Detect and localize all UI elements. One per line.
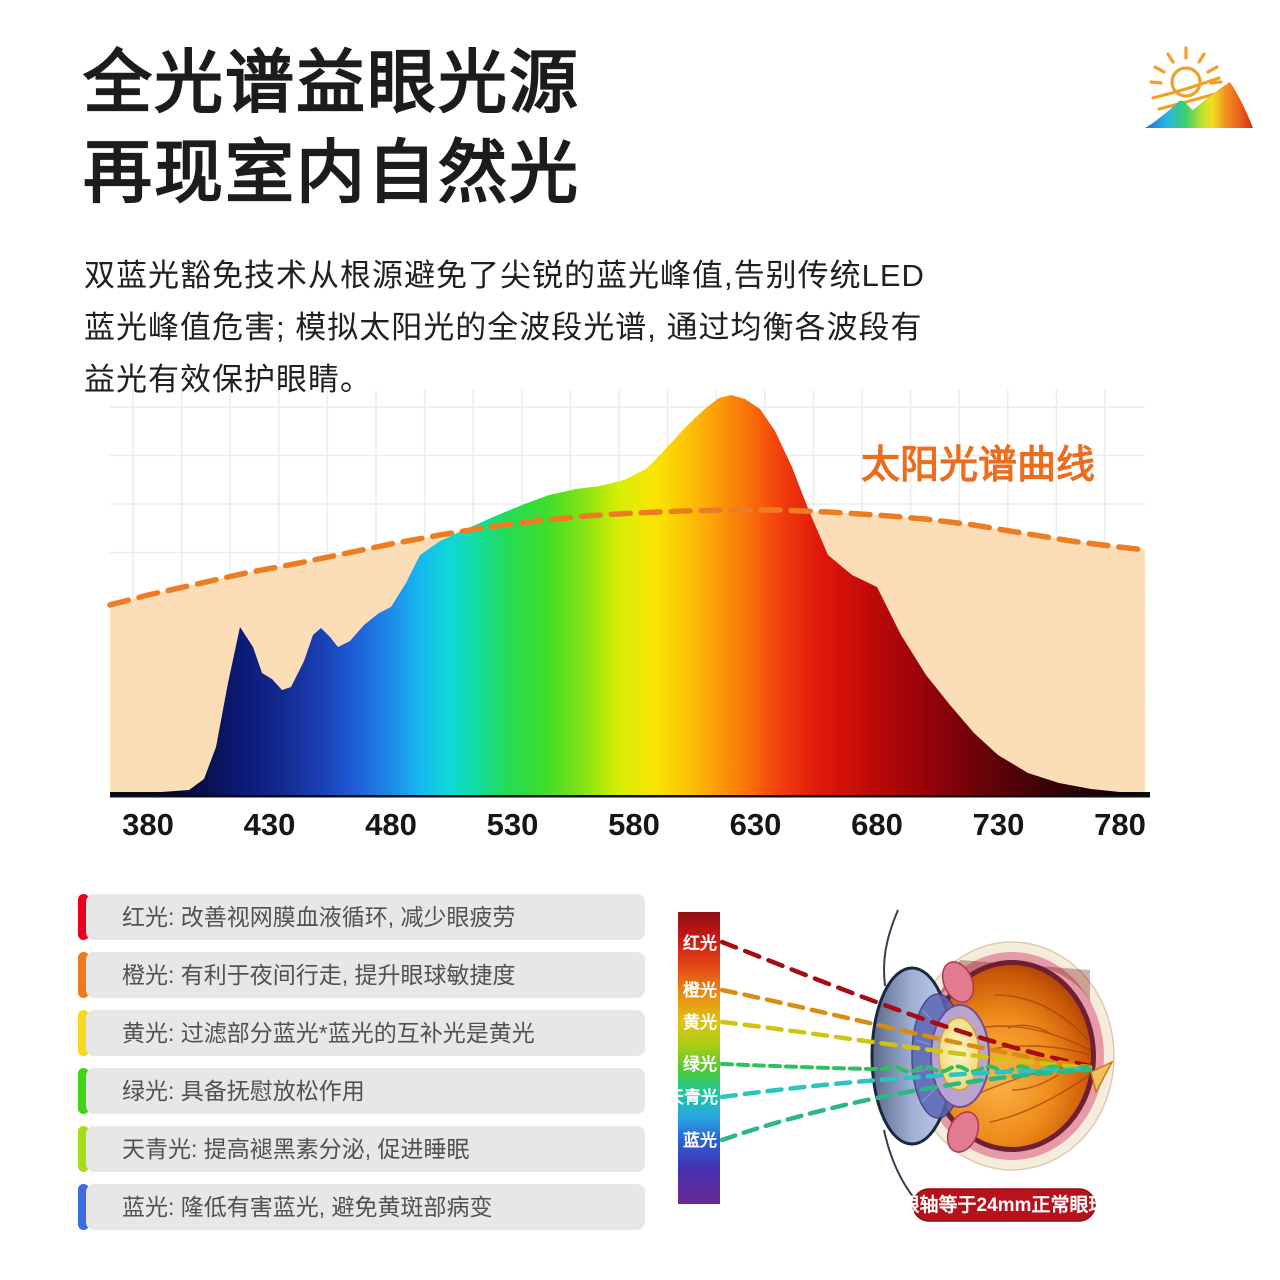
ciliary-body-bottom: [946, 1111, 980, 1153]
ciliary-body-top: [941, 961, 975, 1003]
eyeball-illustration: [870, 941, 1115, 1171]
paragraph-line: 蓝光峰值危害; 模拟太阳光的全波段光谱, 通过均衡各波段有: [84, 310, 923, 345]
bar-label-red: 红光: [683, 933, 717, 953]
red-ray: [719, 939, 1093, 1069]
x-axis-ticks: 380 430 480 530 580 630 680 730 780: [122, 807, 1146, 842]
legend-row-skyblue: 天青光: 提高褪黑素分泌, 促进睡眠: [78, 1126, 645, 1172]
paragraph-line: 双蓝光豁免技术从根源避免了尖锐的蓝光峰值,告别传统LED: [84, 258, 925, 293]
sun-icon: [1149, 46, 1223, 111]
bar-label-orange: 橙光: [683, 980, 717, 1000]
yellow-ray: [719, 1019, 1093, 1071]
x-tick: 680: [851, 807, 903, 842]
x-tick: 480: [365, 807, 417, 842]
green-light-color-bar: [78, 1068, 89, 1114]
legend-row-orange: 橙光: 有利于夜间行走, 提升眼球敏捷度: [78, 952, 645, 998]
x-tick: 780: [1094, 807, 1146, 842]
light-rays: [719, 939, 1093, 1143]
skyblue-ray: [719, 1066, 1093, 1100]
title-line-1: 全光谱益眼光源: [83, 45, 580, 121]
legend-row-label: 绿光: 具备抚慰放松作用: [86, 1068, 645, 1114]
title-line-2: 再现室内自然光: [83, 135, 580, 211]
light-benefit-legend: 红光: 改善视网膜血液循环, 减少眼疲劳 橙光: 有利于夜间行走, 提升眼球敏捷…: [78, 894, 645, 1242]
optic-nerve-notch: [1090, 1060, 1114, 1095]
orange-ray: [719, 987, 1093, 1070]
legend-row-green: 绿光: 具备抚慰放松作用: [78, 1068, 645, 1114]
page-title: 全光谱益眼光源 再现室内自然光: [83, 38, 580, 218]
legend-row-label: 天青光: 提高褪黑素分泌, 促进睡眠: [86, 1126, 645, 1172]
spectrum-chart: 太阳光谱曲线 380 430 480 530 580 630 680 730 7…: [107, 390, 1150, 842]
sun-mountain-logo-icon: [1145, 46, 1253, 128]
legend-row-label: 黄光: 过滤部分蓝光*蓝光的互补光是黄光: [86, 1010, 645, 1056]
bar-label-blue: 蓝光: [683, 1130, 717, 1150]
x-tick: 730: [973, 807, 1025, 842]
legend-row-red: 红光: 改善视网膜血液循环, 减少眼疲劳: [78, 894, 645, 940]
upper-lid-line: [883, 909, 899, 987]
mountain-gradient-shape: [1145, 82, 1253, 128]
legend-row-label: 橙光: 有利于夜间行走, 提升眼球敏捷度: [86, 952, 645, 998]
eye-axis-badge: 眼轴等于24mm正常眼球: [901, 1188, 1109, 1222]
blue-ray: [719, 1067, 1093, 1143]
paragraph-line: 益光有效保护眼睛。: [84, 362, 372, 397]
eye-refraction-diagram: 红光 橙光 黄光 绿光 天青光 蓝光: [667, 909, 1115, 1222]
skyblue-light-color-bar: [78, 1126, 89, 1172]
red-light-color-bar: [78, 894, 89, 940]
yellow-light-color-bar: [78, 1010, 89, 1056]
orange-light-color-bar: [78, 952, 89, 998]
intro-paragraph: 双蓝光豁免技术从根源避免了尖锐的蓝光峰值,告别传统LED 蓝光峰值危害; 模拟太…: [84, 250, 925, 406]
gradient-bar-labels: 红光 橙光 黄光 绿光 天青光 蓝光: [667, 933, 718, 1150]
x-tick: 430: [244, 807, 296, 842]
solar-spectrum-dashed-curve: [107, 507, 1148, 608]
x-tick: 380: [122, 807, 174, 842]
x-tick: 530: [487, 807, 539, 842]
solar-curve-label: 太阳光谱曲线: [861, 444, 1095, 487]
bar-label-yellow: 黄光: [683, 1012, 717, 1032]
eye-axis-badge-label: 眼轴等于24mm正常眼球: [901, 1193, 1109, 1216]
legend-row-blue: 蓝光: 隆低有害蓝光, 避免黄斑部病变: [78, 1184, 645, 1230]
wavelength-gradient-bar: [678, 912, 720, 1204]
legend-row-yellow: 黄光: 过滤部分蓝光*蓝光的互补光是黄光: [78, 1010, 645, 1056]
bar-label-green: 绿光: [683, 1054, 717, 1074]
legend-row-label: 红光: 改善视网膜血液循环, 减少眼疲劳: [86, 894, 645, 940]
blue-light-color-bar: [78, 1184, 89, 1230]
x-tick: 580: [608, 807, 660, 842]
legend-row-label: 蓝光: 隆低有害蓝光, 避免黄斑部病变: [86, 1184, 645, 1230]
led-spectrum-area: [110, 395, 1145, 795]
green-ray: [720, 1062, 1092, 1074]
bar-label-skyblue: 天青光: [667, 1087, 718, 1107]
x-tick: 630: [730, 807, 782, 842]
lower-lid-line: [883, 1129, 915, 1199]
